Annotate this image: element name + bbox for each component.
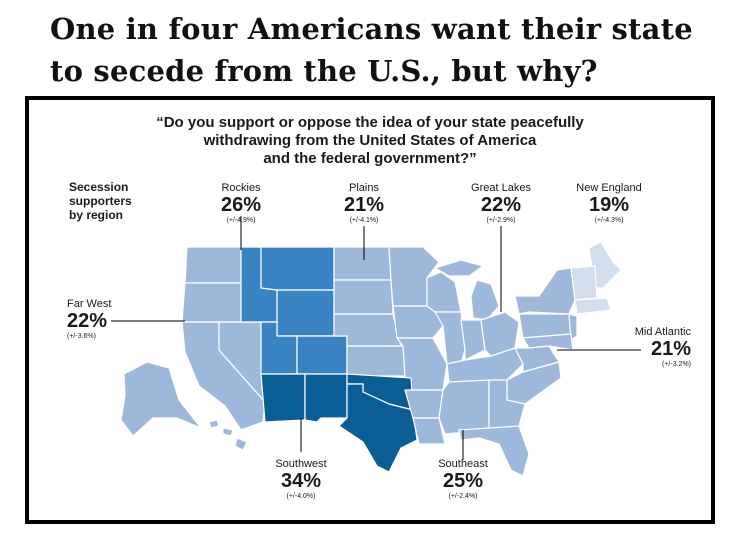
- headline-line-2: to secede from the U.S., but why?: [50, 54, 598, 88]
- great-lakes-name: Great Lakes: [471, 182, 531, 194]
- label-new-england: New England 19% (+/-4.3%): [569, 182, 649, 225]
- state-new-york: [514, 267, 576, 315]
- label-great-lakes: Great Lakes 22% (+/-2.9%): [461, 182, 541, 225]
- state-indiana: [460, 319, 486, 361]
- state-colorado: [296, 335, 348, 375]
- far-west-name: Far West: [67, 298, 112, 310]
- headline: One in four Americans want their state t…: [50, 8, 740, 92]
- region-southeast: [404, 345, 562, 477]
- state-mississippi-alabama: [438, 379, 490, 435]
- state-hawaii-3: [234, 437, 248, 451]
- rockies-margin: (+/-4.9%): [226, 217, 256, 224]
- survey-question-line-2: withdrawing from the United States of Am…: [203, 132, 537, 149]
- region-far-west: [120, 246, 266, 451]
- state-south-dakota: [333, 279, 394, 315]
- label-mid-atlantic: Mid Atlantic 21% (+/-3.2%): [611, 326, 691, 369]
- state-michigan-up: [434, 259, 484, 277]
- plains-name: Plains: [349, 182, 379, 194]
- state-wisconsin: [426, 271, 462, 313]
- state-washington: [184, 246, 242, 284]
- state-hawaii-2: [222, 427, 234, 437]
- state-michigan: [470, 279, 500, 321]
- state-louisiana: [412, 417, 446, 445]
- state-arizona: [260, 373, 306, 423]
- mid-atlantic-name: Mid Atlantic: [634, 326, 691, 338]
- rockies-percent: 26%: [220, 194, 262, 216]
- state-vermont-nh: [570, 265, 598, 301]
- state-new-mexico: [304, 373, 348, 423]
- legend-line-3: by region: [69, 208, 124, 222]
- southwest-margin: (+/-4.0%): [286, 493, 316, 500]
- southwest-name: Southwest: [275, 458, 327, 470]
- southeast-margin: (+/-2.4%): [448, 493, 478, 500]
- survey-question-line-1: “Do you support or oppose the idea of yo…: [156, 114, 584, 131]
- headline-line-1: One in four Americans want their state: [50, 12, 693, 46]
- rockies-name: Rockies: [221, 182, 261, 194]
- label-plains: Plains 21% (+/-4.1%): [334, 182, 394, 225]
- state-texas: [338, 383, 418, 473]
- state-kansas: [346, 345, 406, 377]
- region-plains: [333, 246, 448, 391]
- new-england-percent: 19%: [588, 194, 630, 216]
- region-southwest: [260, 373, 418, 473]
- new-england-margin: (+/-4.3%): [594, 217, 624, 224]
- region-rockies: [240, 246, 348, 375]
- label-southwest: Southwest 34% (+/-4.0%): [265, 458, 337, 501]
- legend-line-2: supporters: [69, 194, 132, 208]
- label-southeast: Southeast 25% (+/-2.4%): [427, 458, 499, 501]
- region-new-england: [570, 241, 622, 315]
- state-delaware-maryland: [522, 333, 574, 351]
- state-florida: [458, 425, 530, 477]
- label-rockies: Rockies 26% (+/-4.9%): [211, 182, 271, 225]
- leader-lines: [111, 216, 641, 460]
- state-alaska: [120, 361, 202, 437]
- new-england-name: New England: [576, 182, 642, 194]
- plains-percent: 21%: [343, 194, 385, 216]
- state-north-dakota: [333, 246, 392, 281]
- region-great-lakes: [426, 259, 520, 377]
- region-mid-atlantic: [514, 267, 578, 351]
- state-montana: [260, 246, 335, 291]
- map-legend-title: Secession supporters by region: [69, 180, 132, 222]
- southwest-percent: 34%: [280, 470, 322, 492]
- label-far-west: Far West 22% (+/-3.6%): [67, 298, 127, 341]
- legend-line-1: Secession: [69, 180, 129, 194]
- great-lakes-margin: (+/-2.9%): [486, 217, 516, 224]
- survey-question-line-3: and the federal government?”: [263, 150, 477, 167]
- state-wyoming: [276, 289, 335, 337]
- state-oregon: [181, 282, 242, 323]
- us-region-map: [111, 216, 641, 477]
- state-mass-ct-ri: [574, 297, 612, 315]
- map-frame: “Do you support or oppose the idea of yo…: [25, 96, 715, 524]
- state-hawaii-1: [208, 419, 220, 429]
- southeast-percent: 25%: [442, 470, 484, 492]
- far-west-percent: 22%: [67, 310, 108, 332]
- mid-atlantic-margin: (+/-3.2%): [662, 361, 691, 368]
- far-west-margin: (+/-3.6%): [67, 333, 96, 340]
- southeast-name: Southeast: [438, 458, 488, 470]
- mid-atlantic-percent: 21%: [650, 338, 691, 360]
- plains-margin: (+/-4.1%): [349, 217, 379, 224]
- great-lakes-percent: 22%: [480, 194, 522, 216]
